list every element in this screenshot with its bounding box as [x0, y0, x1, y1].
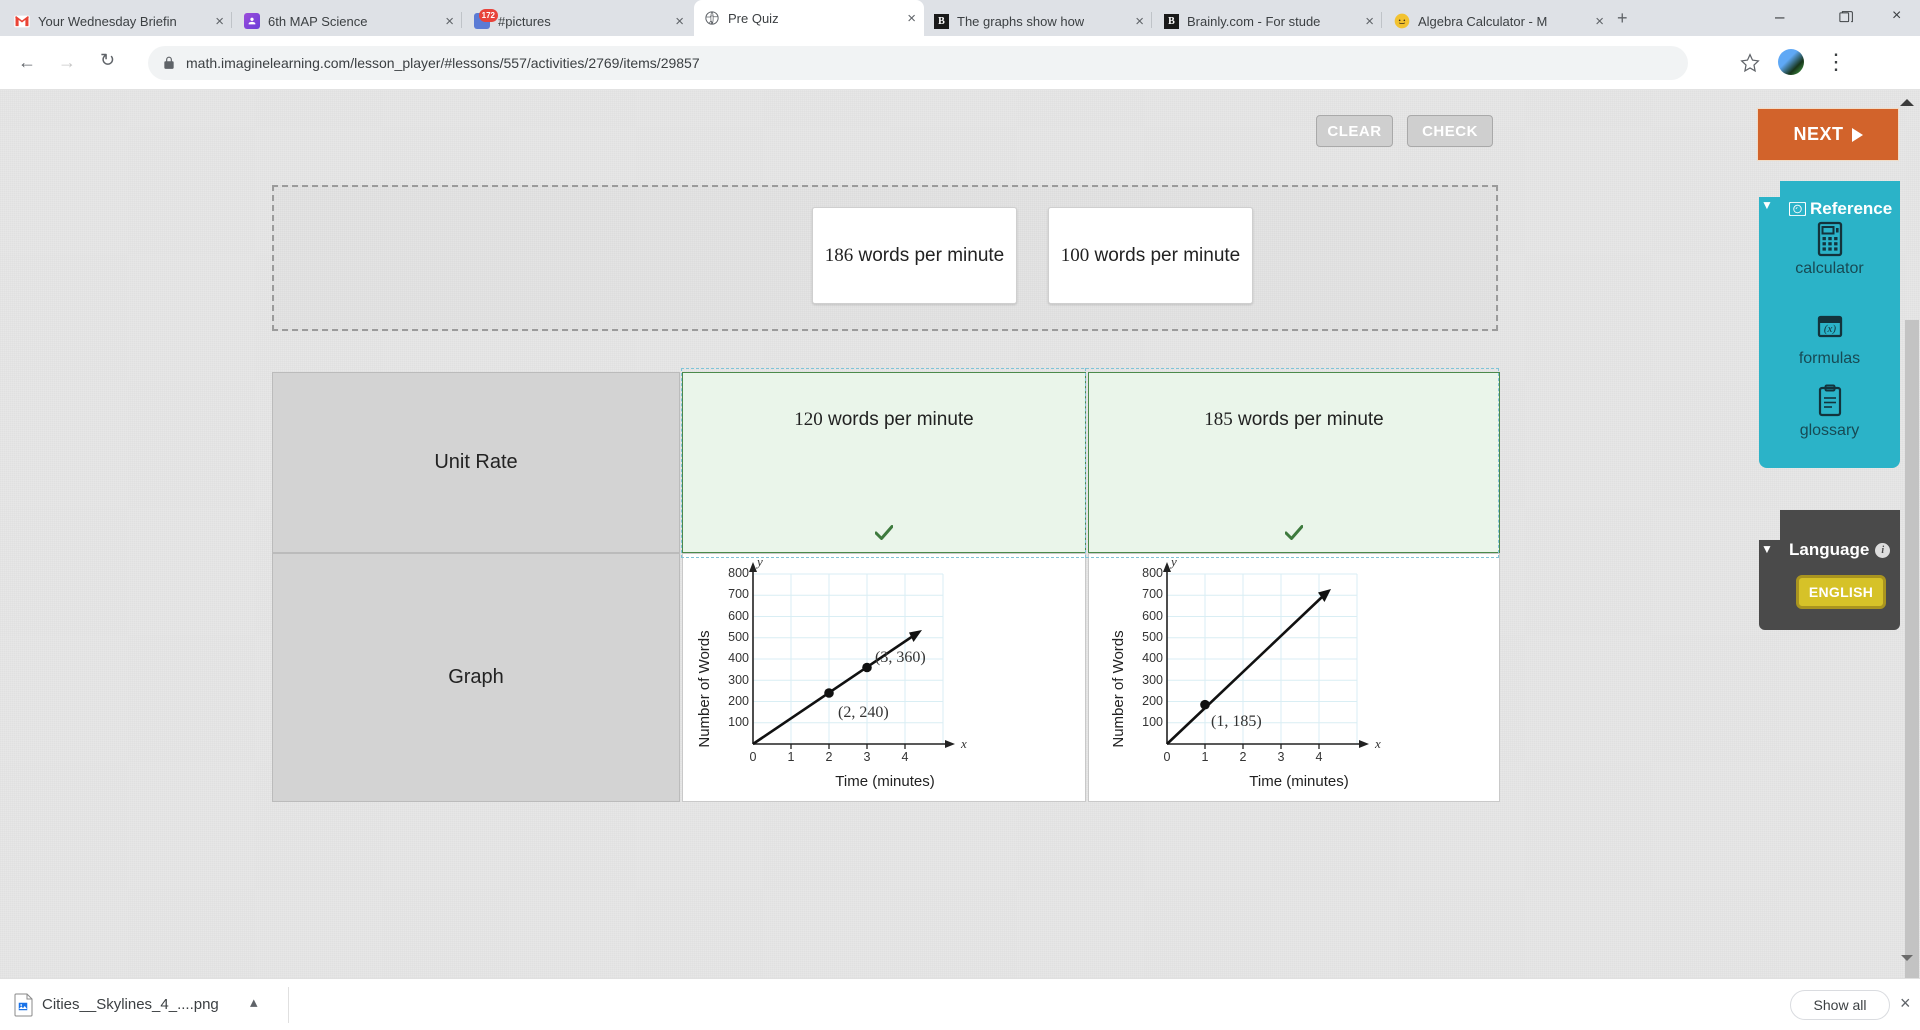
svg-text:2: 2 [826, 750, 833, 764]
svg-text:100: 100 [1142, 715, 1163, 729]
svg-text:Time (minutes): Time (minutes) [835, 773, 934, 790]
svg-text:400: 400 [1142, 651, 1163, 665]
svg-text:(2, 240): (2, 240) [838, 704, 889, 721]
svg-text:Number of Words: Number of Words [696, 630, 713, 747]
svg-text:y: y [1169, 554, 1177, 569]
svg-text:x: x [1374, 736, 1381, 751]
svg-text:1: 1 [1202, 750, 1209, 764]
svg-text:600: 600 [728, 609, 749, 623]
svg-text:500: 500 [1142, 630, 1163, 644]
svg-text:2: 2 [1240, 750, 1247, 764]
svg-text:0: 0 [1164, 750, 1171, 764]
svg-text:4: 4 [1316, 750, 1323, 764]
svg-text:300: 300 [728, 673, 749, 687]
svg-text:800: 800 [728, 566, 749, 580]
svg-text:y: y [755, 554, 763, 569]
svg-text:600: 600 [1142, 609, 1163, 623]
svg-text:200: 200 [728, 694, 749, 708]
svg-text:x: x [960, 736, 967, 751]
svg-text:(3, 360): (3, 360) [875, 649, 926, 666]
svg-text:300: 300 [1142, 673, 1163, 687]
svg-text:0: 0 [750, 750, 757, 764]
svg-text:400: 400 [728, 651, 749, 665]
svg-text:Number of Words: Number of Words [1110, 630, 1127, 747]
svg-text:3: 3 [864, 750, 871, 764]
svg-text:700: 700 [1142, 587, 1163, 601]
svg-text:Time (minutes): Time (minutes) [1249, 773, 1348, 790]
svg-text:500: 500 [728, 630, 749, 644]
svg-text:800: 800 [1142, 566, 1163, 580]
svg-text:1: 1 [788, 750, 795, 764]
svg-text:(x): (x) [1823, 323, 1836, 335]
svg-text:3: 3 [1278, 750, 1285, 764]
svg-text:4: 4 [902, 750, 909, 764]
svg-text:700: 700 [728, 587, 749, 601]
svg-text:200: 200 [1142, 694, 1163, 708]
svg-text:100: 100 [728, 715, 749, 729]
svg-text:(1, 185): (1, 185) [1211, 713, 1262, 730]
